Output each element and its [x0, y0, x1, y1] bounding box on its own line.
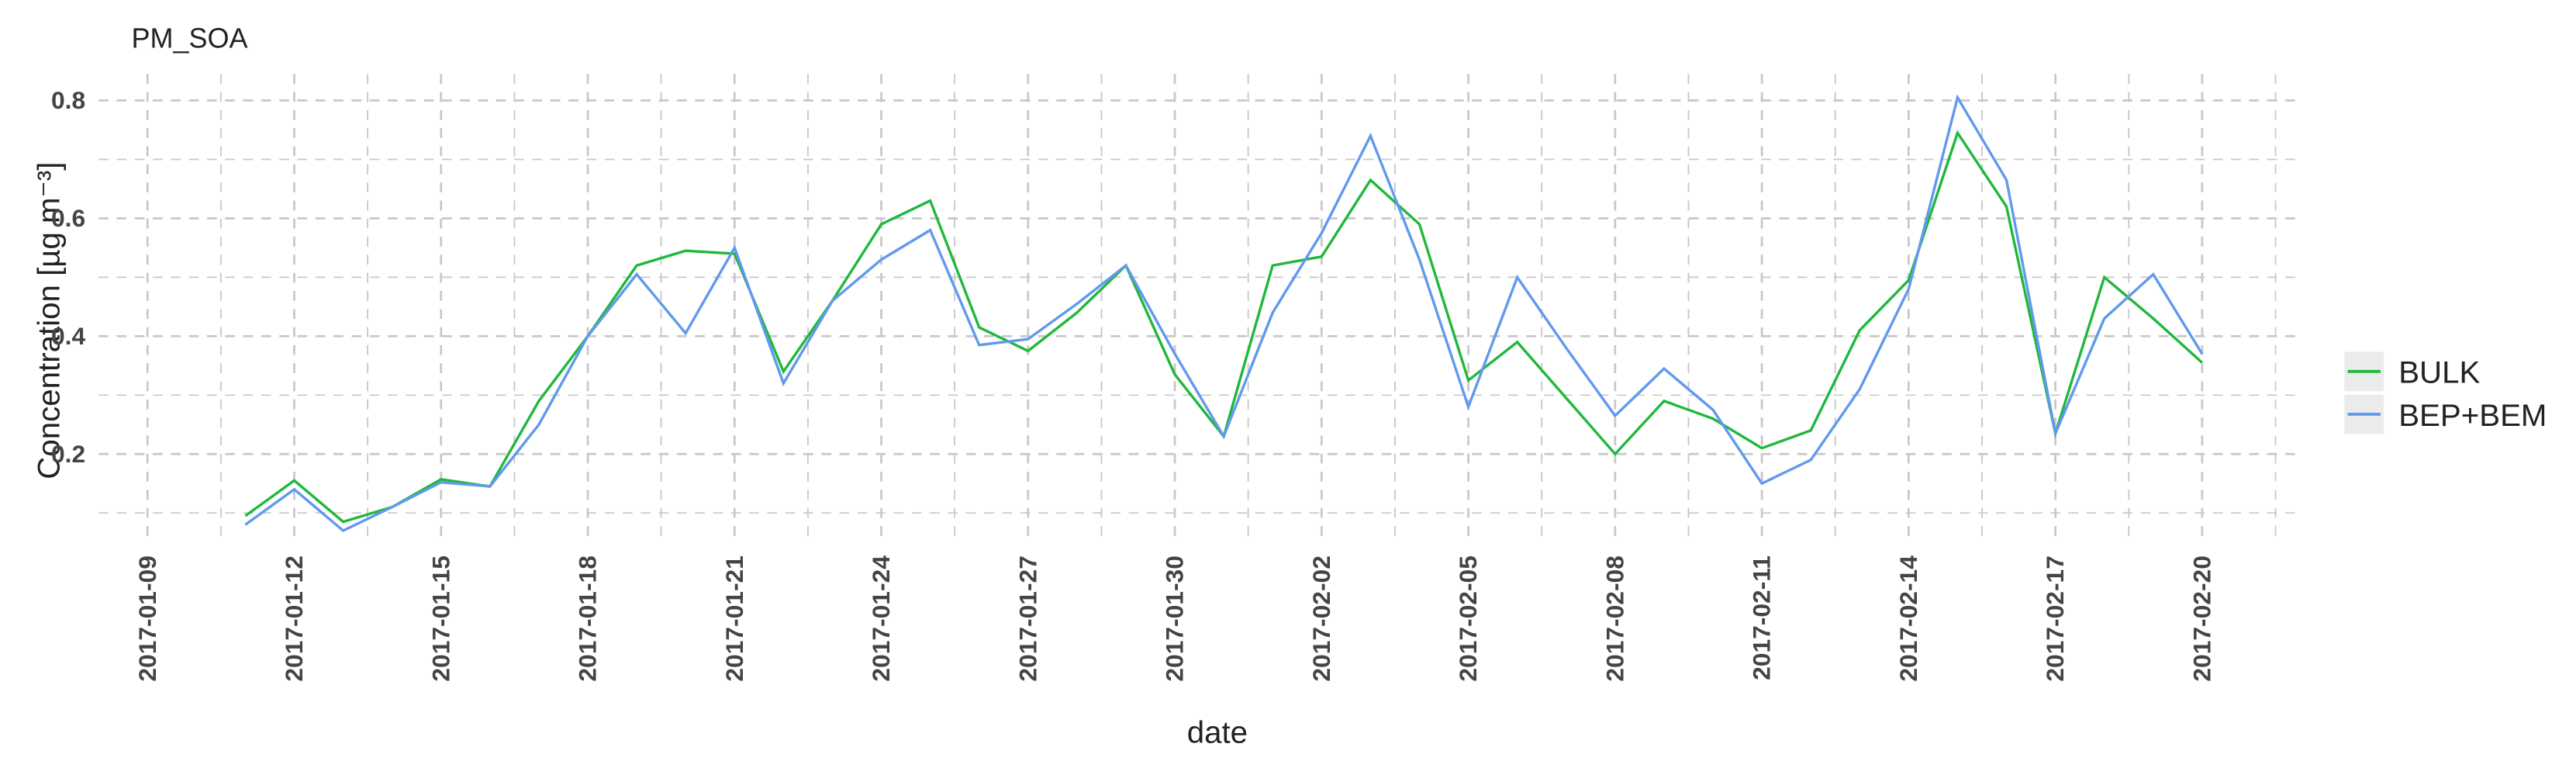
x-tick-label: 2017-01-12: [280, 555, 308, 682]
x-axis-label: date: [1187, 715, 1248, 750]
legend-label: BULK: [2398, 355, 2480, 390]
y-tick-label: 0.6: [51, 204, 85, 232]
x-tick-label: 2017-01-30: [1161, 555, 1189, 682]
x-tick-label: 2017-02-05: [1454, 555, 1482, 682]
y-axis-label: Concentration [µg m⁻³]: [31, 162, 66, 479]
legend-label: BEP+BEM: [2398, 398, 2547, 433]
x-tick-label: 2017-01-24: [867, 555, 895, 682]
y-tick-label: 0.8: [51, 86, 85, 114]
series-line: [244, 94, 2204, 532]
x-tick-label: 2017-02-20: [2188, 555, 2215, 682]
y-tick-label: 0.2: [51, 440, 85, 468]
x-tick-label: 2017-01-21: [720, 555, 748, 682]
x-tick-label: 2017-01-27: [1013, 555, 1041, 682]
x-tick-label: 2017-02-11: [1748, 555, 1776, 680]
x-tick-label: 2017-02-08: [1601, 555, 1628, 682]
x-tick-label: 2017-01-15: [426, 555, 454, 682]
x-tick-label: 2017-02-14: [1894, 555, 1922, 682]
x-tick-label: 2017-01-09: [133, 555, 161, 682]
x-tick-label: 2017-02-02: [1307, 555, 1335, 682]
x-tick-label: 2017-02-17: [2041, 555, 2069, 682]
y-tick-label: 0.4: [51, 322, 85, 350]
chart-title: PM_SOA: [131, 22, 247, 54]
x-tick-label: 2017-01-18: [574, 555, 602, 682]
